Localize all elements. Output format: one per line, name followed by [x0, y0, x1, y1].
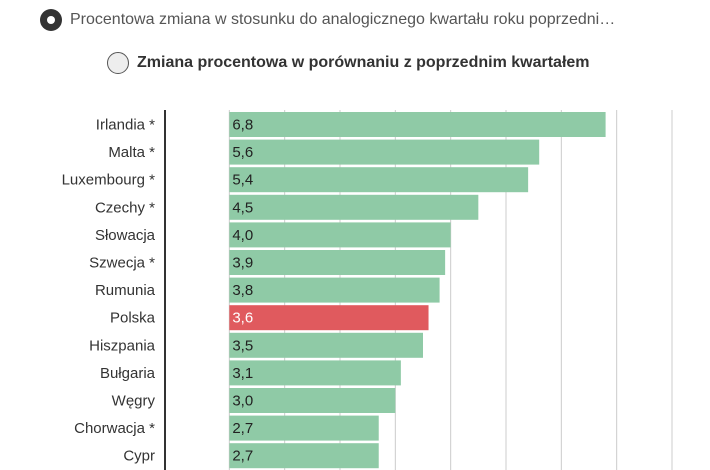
category-label: Cypr [123, 448, 155, 465]
category-label: Luxembourg * [62, 172, 156, 189]
bar [229, 415, 379, 441]
value-label: 6,8 [232, 117, 253, 134]
bar [229, 167, 529, 193]
value-label: 3,8 [232, 282, 253, 299]
bar [229, 388, 396, 413]
bar [229, 305, 429, 331]
value-label: 2,7 [232, 448, 253, 465]
value-label: 3,1 [232, 365, 253, 382]
bar [229, 332, 423, 358]
value-label: 3,9 [232, 255, 253, 272]
value-label: 5,4 [232, 172, 253, 189]
option-qoq[interactable]: Zmiana procentowa w porównaniu z poprzed… [107, 52, 590, 74]
bar [229, 139, 540, 165]
option-qoq-label: Zmiana procentowa w porównaniu z poprzed… [137, 54, 590, 71]
value-label: 3,5 [232, 337, 253, 354]
radio-selected-icon[interactable] [40, 9, 62, 31]
value-label: 4,0 [232, 227, 253, 244]
bar [229, 194, 479, 220]
category-label: Irlandia * [96, 117, 155, 134]
bar [229, 277, 440, 303]
bar [229, 360, 401, 386]
bar [229, 250, 446, 275]
category-label: Hiszpania [89, 337, 156, 354]
category-label: Malta * [108, 144, 155, 161]
category-label: Szwecja * [89, 255, 155, 272]
option-yoy-label: Procentowa zmiana w stosunku do analogic… [70, 11, 616, 28]
bar [229, 443, 379, 469]
value-label: 5,6 [232, 144, 253, 161]
bar [229, 112, 606, 137]
category-label: Rumunia [95, 282, 156, 299]
category-label: Czechy * [95, 199, 155, 216]
category-label: Chorwacja * [74, 420, 155, 437]
value-label: 2,7 [232, 420, 253, 437]
category-label: Słowacja [95, 227, 156, 244]
radio-unselected-icon[interactable] [107, 52, 129, 74]
category-label: Polska [110, 310, 156, 327]
value-label: 3,0 [232, 393, 253, 410]
value-label: 4,5 [232, 199, 253, 216]
value-label: 3,6 [232, 310, 253, 327]
category-label: Bułgaria [100, 365, 156, 382]
bar [229, 222, 451, 248]
option-yoy[interactable]: Procentowa zmiana w stosunku do analogic… [40, 9, 615, 31]
category-label: Węgry [112, 393, 156, 410]
